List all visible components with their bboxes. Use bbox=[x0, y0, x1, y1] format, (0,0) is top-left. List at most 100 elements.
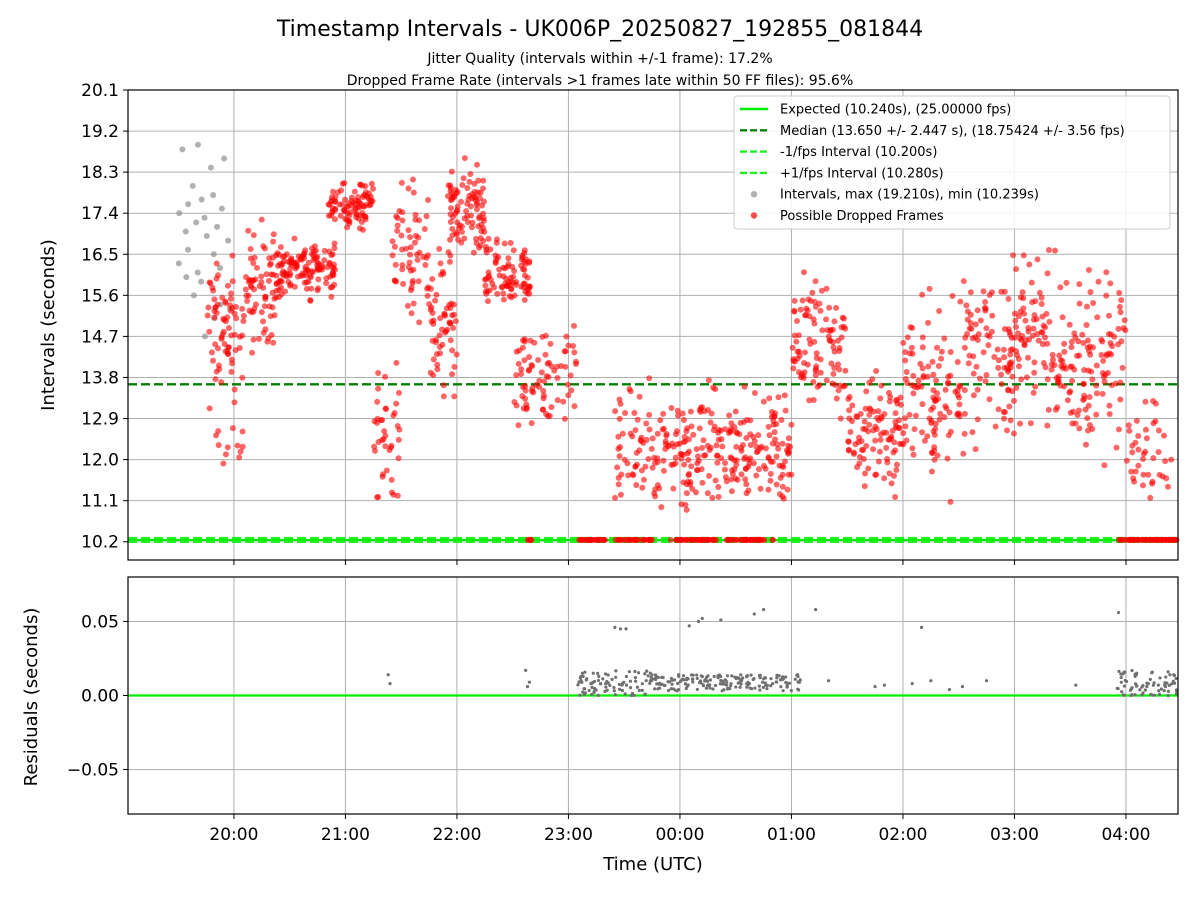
residual-point-243 bbox=[751, 677, 755, 682]
dropped-frame-point-794 bbox=[639, 484, 646, 491]
dropped-frame-point-710 bbox=[505, 261, 512, 268]
intervals-y-tick-label-11: 20.1 bbox=[81, 81, 119, 101]
dropped-frame-point-857 bbox=[674, 407, 681, 414]
x-tick-label-3: 23:00 bbox=[544, 825, 593, 845]
residual-point-104 bbox=[622, 680, 626, 684]
dropped-frame-point-1591 bbox=[1098, 351, 1105, 358]
dropped-frame-point-951 bbox=[702, 452, 709, 459]
dropped-frame-point-33 bbox=[206, 405, 213, 412]
dropped-frame-point-477 bbox=[432, 297, 439, 304]
dropped-frame-point-1789 bbox=[633, 536, 640, 543]
dropped-frame-point-537 bbox=[469, 219, 476, 226]
residual-point-82 bbox=[596, 693, 600, 697]
residual-point-54 bbox=[613, 693, 617, 697]
dropped-frame-point-1249 bbox=[862, 425, 869, 432]
dropped-frame-point-1577 bbox=[1025, 328, 1032, 335]
dropped-frame-point-883 bbox=[699, 444, 706, 451]
dropped-frame-point-1166 bbox=[812, 367, 819, 374]
dropped-frame-point-428 bbox=[398, 232, 405, 239]
dropped-frame-point-970 bbox=[717, 427, 724, 434]
dropped-frame-point-124 bbox=[260, 329, 267, 336]
dropped-frame-point-772 bbox=[563, 333, 570, 340]
dropped-frame-point-270 bbox=[297, 273, 304, 280]
dropped-frame-point-1124 bbox=[817, 307, 824, 314]
dropped-frame-point-303 bbox=[331, 216, 338, 223]
interval-point-12 bbox=[198, 196, 205, 203]
dropped-frame-point-949 bbox=[683, 490, 690, 497]
dropped-frame-point-850 bbox=[643, 436, 650, 443]
dropped-frame-point-1797 bbox=[667, 536, 674, 543]
residual-point-99 bbox=[606, 681, 610, 685]
dropped-frame-point-1657 bbox=[1086, 422, 1093, 429]
dropped-frame-point-611 bbox=[458, 223, 465, 230]
dropped-frame-point-1533 bbox=[1063, 279, 1070, 286]
dropped-frame-point-1429 bbox=[1000, 346, 1007, 353]
dropped-frame-point-847 bbox=[649, 464, 656, 471]
dropped-frame-point-1422 bbox=[977, 317, 984, 324]
residual-point-78 bbox=[583, 670, 587, 674]
dropped-frame-point-613 bbox=[465, 196, 472, 203]
dropped-frame-point-795 bbox=[646, 426, 653, 433]
residual-point-87 bbox=[640, 682, 645, 686]
dropped-frame-point-1081 bbox=[785, 449, 792, 456]
residual-point-274 bbox=[721, 681, 725, 685]
dropped-frame-point-1106 bbox=[810, 379, 817, 386]
dropped-frame-point-1479 bbox=[976, 375, 983, 382]
intervals-y-tick-label-3: 12.9 bbox=[81, 410, 119, 430]
residual-point-19 bbox=[910, 682, 914, 686]
dropped-frame-point-386 bbox=[375, 494, 382, 501]
residual-point-12 bbox=[752, 612, 756, 616]
dropped-frame-point-67 bbox=[227, 307, 234, 314]
dropped-frame-point-1546 bbox=[1044, 270, 1051, 277]
legend-swatch-5 bbox=[750, 212, 758, 219]
dropped-frame-point-790 bbox=[523, 401, 530, 408]
dropped-frame-point-1433 bbox=[1001, 354, 1008, 361]
dropped-frame-point-1682 bbox=[1132, 468, 1139, 475]
residual-point-23 bbox=[984, 679, 989, 683]
dropped-frame-point-835 bbox=[643, 420, 650, 427]
residual-point-247 bbox=[765, 687, 769, 691]
dropped-frame-point-1544 bbox=[1031, 312, 1038, 319]
dropped-frame-point-670 bbox=[482, 243, 489, 250]
dropped-frame-point-1311 bbox=[949, 293, 956, 300]
dropped-frame-point-1256 bbox=[892, 493, 899, 500]
interval-point-17 bbox=[207, 164, 214, 171]
dropped-frame-point-1601 bbox=[1108, 351, 1115, 358]
dropped-frame-point-1485 bbox=[1044, 422, 1051, 429]
interval-point-13 bbox=[198, 278, 205, 285]
residual-point-360 bbox=[1172, 673, 1177, 678]
dropped-frame-point-1692 bbox=[1129, 442, 1136, 449]
dropped-frame-point-1294 bbox=[941, 414, 948, 421]
dropped-frame-point-1827 bbox=[702, 536, 709, 543]
residual-point-86 bbox=[628, 679, 633, 683]
dropped-frame-point-1486 bbox=[1017, 420, 1024, 427]
dropped-frame-point-1644 bbox=[1107, 280, 1114, 287]
dropped-frame-point-1536 bbox=[1042, 324, 1049, 331]
dropped-frame-point-596 bbox=[453, 190, 460, 197]
dropped-frame-point-398 bbox=[396, 426, 403, 433]
dropped-frame-point-152 bbox=[243, 292, 250, 299]
dropped-frame-point-55 bbox=[211, 296, 218, 303]
dropped-frame-point-1023 bbox=[747, 417, 754, 424]
dropped-frame-point-172 bbox=[278, 278, 285, 285]
residual-point-62 bbox=[648, 681, 652, 685]
chart-subtitle-jitter: Jitter Quality (intervals within +/-1 fr… bbox=[426, 51, 772, 67]
residual-point-81 bbox=[606, 673, 610, 677]
residual-point-22 bbox=[960, 685, 965, 689]
dropped-frame-point-1068 bbox=[742, 465, 749, 472]
dropped-frame-point-789 bbox=[513, 372, 520, 379]
residual-point-326 bbox=[1150, 670, 1154, 674]
dropped-frame-point-367 bbox=[353, 214, 360, 221]
dropped-frame-point-711 bbox=[483, 290, 490, 297]
dropped-frame-point-1685 bbox=[1133, 417, 1140, 424]
dropped-frame-point-1574 bbox=[1061, 340, 1068, 347]
dropped-frame-point-1529 bbox=[1059, 357, 1066, 364]
intervals-y-ticks: 10.2 11.1 12.0 12.9 13.8 14.7 15.6 16.5 17.4 18.3… bbox=[81, 81, 128, 553]
residual-point-346 bbox=[1143, 688, 1147, 692]
dropped-frame-point-1179 bbox=[794, 317, 801, 324]
dropped-frame-point-969 bbox=[710, 427, 717, 434]
dropped-frame-point-45 bbox=[225, 324, 232, 331]
dropped-frame-point-1131 bbox=[811, 338, 818, 345]
residual-point-110 bbox=[585, 677, 589, 681]
dropped-frame-point-908 bbox=[696, 425, 703, 432]
